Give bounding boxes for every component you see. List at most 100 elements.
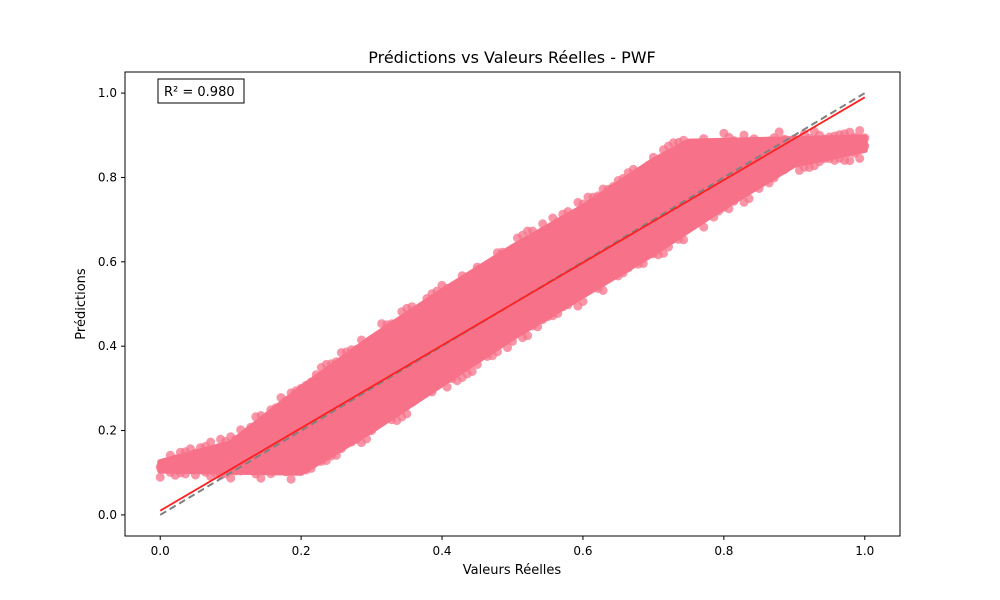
scatter-point <box>769 173 779 183</box>
scatter-point <box>442 382 452 392</box>
scatter-point <box>598 285 608 295</box>
x-tick-label: 0.0 <box>151 544 170 558</box>
x-tick-label: 0.8 <box>714 544 733 558</box>
scatter-point <box>367 426 377 436</box>
scatter-point <box>553 308 563 318</box>
scatter-point <box>417 304 427 314</box>
scatter-point <box>855 126 865 135</box>
scatter-point <box>211 446 221 456</box>
x-tick-label: 0.6 <box>573 544 592 558</box>
r-squared-text: R² = 0.980 <box>164 85 235 100</box>
scatter-point <box>261 415 271 425</box>
fit-line <box>159 96 866 512</box>
scatter-point <box>653 157 663 167</box>
scatter-point <box>679 135 689 145</box>
scatter-point <box>372 333 382 342</box>
scatter-point <box>845 156 855 166</box>
scatter-point <box>694 140 704 150</box>
scatter-point <box>860 141 870 151</box>
scatter-point <box>256 473 266 483</box>
scatter-point <box>789 156 799 166</box>
scatter-point <box>311 370 321 380</box>
scatter-point <box>754 184 764 193</box>
scatter-point <box>850 132 860 142</box>
scatter-point <box>231 435 241 445</box>
scatter-point <box>155 472 165 482</box>
scatter-point <box>185 464 195 474</box>
x-tick-label: 1.0 <box>855 544 874 558</box>
scatter-point <box>643 160 653 170</box>
scatter-point <box>508 336 517 346</box>
scatter-point <box>492 347 502 357</box>
scatter-point <box>191 470 200 480</box>
scatter-point <box>608 182 618 191</box>
scatter-point <box>860 133 870 143</box>
lines <box>159 92 866 516</box>
scatter-point <box>794 136 804 146</box>
x-axis-label: Valeurs Réelles <box>463 563 562 578</box>
scatter-point <box>306 377 316 387</box>
scatter-point <box>724 204 734 214</box>
scatter-point <box>392 320 402 329</box>
scatter-point <box>734 191 744 201</box>
scatter-point <box>638 259 648 268</box>
scatter-point <box>467 270 477 280</box>
scatter-point <box>533 322 543 332</box>
scatter-point <box>170 454 180 464</box>
scatter-point <box>472 360 482 369</box>
scatter-point <box>412 394 422 404</box>
scatter-point <box>659 248 668 258</box>
scatter-point <box>523 331 533 341</box>
scatter-point <box>734 140 744 150</box>
scatter-point <box>497 335 507 345</box>
x-tick-label: 0.2 <box>292 544 311 558</box>
scatter-point <box>352 345 361 354</box>
scatter-point <box>402 409 412 419</box>
scatter-point <box>331 357 341 367</box>
scatter-point <box>714 138 724 148</box>
scatter-point <box>452 282 462 292</box>
scatter-point <box>568 210 578 220</box>
y-tick-label: 0.2 <box>98 424 117 438</box>
scatter-point <box>226 473 236 483</box>
scatter-point <box>533 230 543 240</box>
scatter-point <box>206 437 216 447</box>
scatter-point <box>467 367 477 376</box>
scatter-point <box>804 133 814 143</box>
scatter-point <box>744 194 754 204</box>
y-axis-label: Prédictions <box>74 268 89 340</box>
scatter-point <box>699 222 709 232</box>
y-tick-label: 0.6 <box>98 255 117 269</box>
y-tick-label: 0.8 <box>98 170 117 184</box>
scatter-point <box>427 387 437 397</box>
scatter-point <box>246 422 256 432</box>
scatter-point <box>664 242 673 252</box>
scatter-point <box>306 463 316 473</box>
scatter-point <box>281 467 291 477</box>
scatter-point <box>508 246 517 255</box>
scatter-point <box>241 430 251 440</box>
scatter-point <box>578 297 588 306</box>
scatter-point <box>513 325 522 335</box>
scatter-point <box>503 343 512 353</box>
scatter-point <box>487 259 497 269</box>
scatter-point <box>331 450 341 460</box>
chart-title: Prédictions vs Valeurs Réelles - PWF <box>368 48 656 67</box>
scatter-point <box>578 199 588 209</box>
x-axis-ticks: 0.0 0.2 0.4 0.6 0.8 1.0 <box>151 536 874 558</box>
scatter-point <box>623 263 633 273</box>
scatter-point <box>286 474 296 484</box>
y-tick-label: 1.0 <box>98 86 117 100</box>
scatter-point <box>407 302 417 312</box>
y-tick-label: 0.0 <box>98 508 117 522</box>
scatter-point <box>271 403 281 413</box>
scatter-point <box>694 214 704 224</box>
y-axis-ticks: 0.0 0.2 0.4 0.6 0.8 1.0 <box>98 86 125 522</box>
plot-frame <box>124 71 901 537</box>
scatter-point <box>281 396 291 406</box>
scatter-point <box>774 127 784 137</box>
scatter-point <box>855 153 865 163</box>
y-tick-label: 0.4 <box>98 339 117 353</box>
scatter-point <box>779 165 789 175</box>
